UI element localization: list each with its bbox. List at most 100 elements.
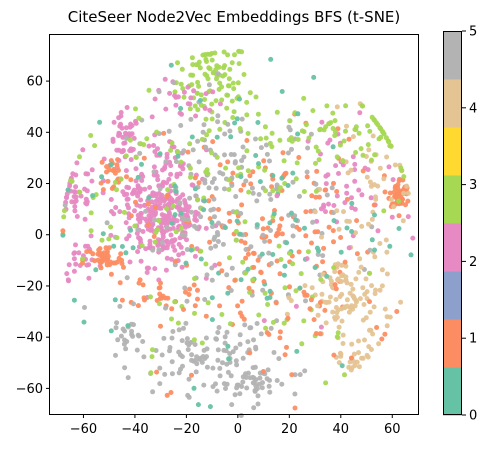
scatter-point <box>181 325 186 331</box>
scatter-point <box>331 239 336 245</box>
scatter-point <box>295 137 301 142</box>
scatter-point <box>316 157 322 163</box>
scatter-point <box>312 209 318 215</box>
scatter-point <box>182 198 188 203</box>
scatter-point <box>390 177 396 183</box>
scatter-point <box>381 208 387 214</box>
scatter-point <box>396 226 402 231</box>
scatter-point <box>60 228 66 234</box>
scatter-point <box>168 239 174 245</box>
scatter-point <box>73 198 79 204</box>
scatter-point <box>157 151 163 157</box>
scatter-point <box>149 114 155 120</box>
scatter-point <box>228 152 234 157</box>
scatter-point <box>387 190 393 196</box>
scatter-point <box>264 151 270 157</box>
scatter-point <box>237 310 243 316</box>
scatter-point <box>331 180 336 186</box>
scatter-point <box>202 198 207 204</box>
scatter-point <box>221 49 227 55</box>
scatter-point <box>77 189 83 195</box>
scatter-point <box>293 303 299 309</box>
x-tick-label: −40 <box>121 422 148 437</box>
scatter-point <box>191 385 197 391</box>
scatter-point <box>263 325 269 331</box>
scatter-point <box>114 147 120 153</box>
scatter-point <box>150 247 156 253</box>
scatter-point <box>256 312 262 318</box>
scatter-point <box>125 323 131 329</box>
scatter-point <box>384 271 390 277</box>
scatter-point <box>256 192 262 197</box>
scatter-point <box>202 97 208 102</box>
scatter-point <box>285 183 291 188</box>
scatter-point <box>309 193 315 199</box>
scatter-point <box>214 388 220 394</box>
scatter-point <box>304 174 310 180</box>
scatter-point <box>366 221 371 227</box>
scatter-point <box>158 323 163 329</box>
scatter-point <box>133 155 139 160</box>
scatter-point <box>267 389 273 395</box>
scatter-point <box>358 146 364 152</box>
scatter-point <box>315 252 321 257</box>
scatter-point <box>251 264 257 270</box>
scatter-point <box>232 277 238 283</box>
scatter-point <box>134 347 140 353</box>
scatter-point <box>164 206 170 212</box>
scatter-point <box>330 110 336 116</box>
scatter-point <box>224 105 230 111</box>
scatter-point <box>401 174 407 180</box>
scatter-point <box>100 187 106 193</box>
scatter-point <box>366 270 372 276</box>
scatter-point <box>224 92 230 98</box>
scatter-point <box>317 300 323 305</box>
scatter-point <box>301 95 307 101</box>
scatter-point <box>86 262 92 268</box>
scatter-point <box>108 224 114 230</box>
scatter-point <box>71 256 77 262</box>
scatter-point <box>243 178 249 184</box>
scatter-point <box>198 214 204 220</box>
scatter-point <box>106 236 112 242</box>
scatter-point <box>341 209 346 215</box>
scatter-point <box>179 264 185 270</box>
scatter-point <box>178 81 184 87</box>
scatter-point <box>139 243 145 249</box>
scatter-point <box>211 196 217 202</box>
scatter-point <box>224 272 230 278</box>
scatter-point <box>233 194 239 199</box>
scatter-point <box>173 102 179 108</box>
scatter-point <box>377 241 383 246</box>
scatter-point <box>125 375 131 381</box>
scatter-point <box>188 95 194 101</box>
scatter-point <box>170 203 176 209</box>
scatter-point <box>303 298 308 304</box>
scatter-point <box>140 282 146 288</box>
scatter-point <box>225 369 231 375</box>
scatter-point <box>251 337 256 343</box>
scatter-point <box>179 354 185 360</box>
scatter-point <box>382 331 388 337</box>
scatter-point <box>211 176 217 182</box>
scatter-point <box>264 295 270 301</box>
scatter-point <box>155 177 161 183</box>
scatter-point <box>183 320 189 326</box>
scatter-point <box>349 303 355 309</box>
scatter-point <box>60 232 66 238</box>
scatter-point <box>238 174 244 180</box>
scatter-point <box>263 188 268 194</box>
scatter-point <box>216 325 222 330</box>
scatter-point <box>185 149 191 155</box>
scatter-point <box>387 243 393 249</box>
scatter-point <box>244 138 250 143</box>
scatter-point <box>374 325 380 330</box>
scatter-point <box>213 243 218 249</box>
scatter-point <box>364 289 370 295</box>
colorbar-segment <box>443 367 462 416</box>
scatter-point <box>168 62 174 68</box>
scatter-point <box>108 158 114 164</box>
scatter-point <box>163 239 169 245</box>
scatter-point <box>303 209 309 215</box>
scatter-point <box>162 371 168 377</box>
